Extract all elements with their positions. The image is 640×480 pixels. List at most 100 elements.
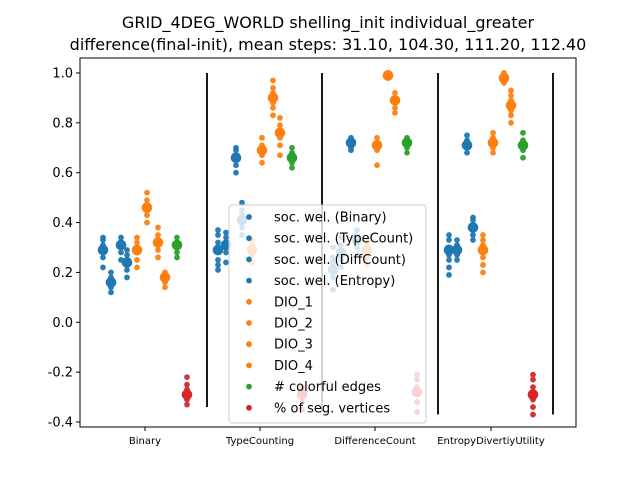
data-point-soc-wel-binary [215,227,221,233]
y-axis: -0.4 -0.2 0.0 0.2 0.4 0.6 0.8 1.0 [48,66,80,431]
data-point-dio-1 [480,262,486,268]
data-point-dio-4 [277,114,283,121]
legend-marker-colorful-edges [246,383,252,390]
mean-point-soc-wel-diffcount [230,152,242,164]
mean-point-soc-wel-binary [212,244,224,256]
data-point-dio-3 [155,254,161,261]
legend-marker-dio-3 [246,341,252,348]
legend-label-dio-4: DIO_4 [274,359,313,374]
x-axis: Binary TypeCounting DifferenceCount Entropy… [129,427,545,447]
data-point-soc-wel-typecount [454,237,460,243]
legend-label-colorful-edges: # colorful edges [274,380,381,395]
data-point-soc-wel-entropy [470,214,476,221]
x-tick-label: Binary [129,436,161,447]
data-point-soc-wel-binary [215,257,221,263]
data-point-soc-wel-binary [100,254,106,261]
mean-point-soc-wel-typecount [451,244,463,256]
data-point-soc-wel-typecount [223,249,229,256]
legend-marker-soc-wel-diffcount [246,256,252,263]
series-dio-4 [159,87,517,291]
data-point-soc-wel-entropy [124,274,130,281]
data-point-dio-1 [480,254,486,261]
mean-point-dio-2 [141,202,153,213]
mean-point-dio-1 [477,244,489,256]
mean-point-soc-wel-diffcount [345,137,357,149]
series-dio-3 [152,70,510,261]
y-tick-label: 0.6 [52,166,73,181]
data-point-soc-wel-diffcount [233,144,239,151]
data-point-soc-wel-diffcount [233,169,239,176]
data-point-of-seg-vertices [184,374,190,381]
mean-point-colorful-edges [171,239,183,251]
data-point-colorful-edges [404,149,410,156]
mean-point-of-seg-vertices [527,389,539,400]
data-point-dio-2 [144,219,150,226]
mean-point-dio-4 [159,272,171,283]
legend-label-soc-wel-entropy: soc. wel. (Entropy) [274,274,395,289]
data-point-dio-4 [508,112,514,119]
legend-label-dio-3: DIO_3 [274,338,313,353]
y-tick-label: 0.4 [52,216,73,231]
mean-point-soc-wel-diffcount [461,139,473,151]
mean-point-dio-4 [389,95,401,106]
data-point-dio-2 [144,197,150,204]
data-point-soc-wel-typecount [108,289,114,296]
data-point-of-seg-vertices [530,376,536,383]
mean-point-of-seg-vertices [181,389,193,400]
data-point-dio-2 [144,189,150,196]
data-point-soc-wel-entropy [470,237,476,243]
data-point-of-seg-vertices [530,384,536,391]
plot-area [79,57,577,428]
mean-point-dio-3 [498,72,510,84]
data-point-of-seg-vertices [530,371,536,378]
y-tick-label: -0.4 [48,416,73,431]
data-point-dio-3 [270,85,276,91]
mean-point-dio-1 [131,244,143,256]
data-point-soc-wel-diffcount [118,249,124,256]
data-point-dio-4 [277,142,283,149]
legend-marker-dio-4 [246,362,252,369]
data-point-dio-3 [270,104,276,111]
data-point-colorful-edges [174,234,180,241]
legend-marker-dio-1 [246,298,252,305]
x-tick-label: DifferenceCount [334,436,415,447]
mean-point-soc-wel-binary [443,244,455,256]
data-point-soc-wel-typecount [223,234,229,241]
data-point-dio-1 [480,237,486,243]
legend-label-soc-wel-typecount: soc. wel. (TypeCount) [274,232,413,247]
data-point-dio-4 [392,90,398,96]
data-point-dio-3 [270,77,276,84]
data-point-soc-wel-binary [446,264,452,271]
data-point-dio-4 [392,109,398,116]
data-point-dio-3 [155,224,161,231]
data-point-dio-4 [277,122,283,129]
data-point-soc-wel-diffcount [233,162,239,169]
data-point-dio-4 [277,152,283,159]
data-point-dio-3 [155,232,161,238]
y-tick-label: 1.0 [52,66,73,81]
data-point-soc-wel-diffcount [464,132,470,139]
data-point-of-seg-vertices [530,411,536,418]
data-point-soc-wel-binary [446,272,452,278]
mean-point-soc-wel-entropy [121,257,133,268]
legend-marker-soc-wel-entropy [246,277,252,284]
data-point-soc-wel-binary [446,232,452,238]
data-point-soc-wel-diffcount [118,234,124,241]
legend-box [228,204,427,424]
chart-title-line1: GRID_4DEG_WORLD shelling_init individual… [122,13,535,33]
data-point-dio-4 [508,87,514,94]
mean-point-dio-4 [505,100,517,111]
data-point-colorful-edges [174,254,180,261]
y-tick-label: 0.8 [52,116,73,131]
mean-point-dio-3 [152,237,164,248]
data-point-dio-1 [134,234,140,241]
data-point-colorful-edges [520,154,526,161]
legend-marker-soc-wel-binary [246,214,252,220]
data-point-dio-2 [490,129,496,136]
legend-label-soc-wel-diffcount: soc. wel. (DiffCount) [274,253,406,268]
data-point-soc-wel-typecount [108,269,114,276]
mean-point-soc-wel-diffcount [115,239,127,251]
legend: soc. wel. (Binary) soc. wel. (TypeCount) s… [228,204,427,424]
data-point-soc-wel-entropy [470,232,476,238]
